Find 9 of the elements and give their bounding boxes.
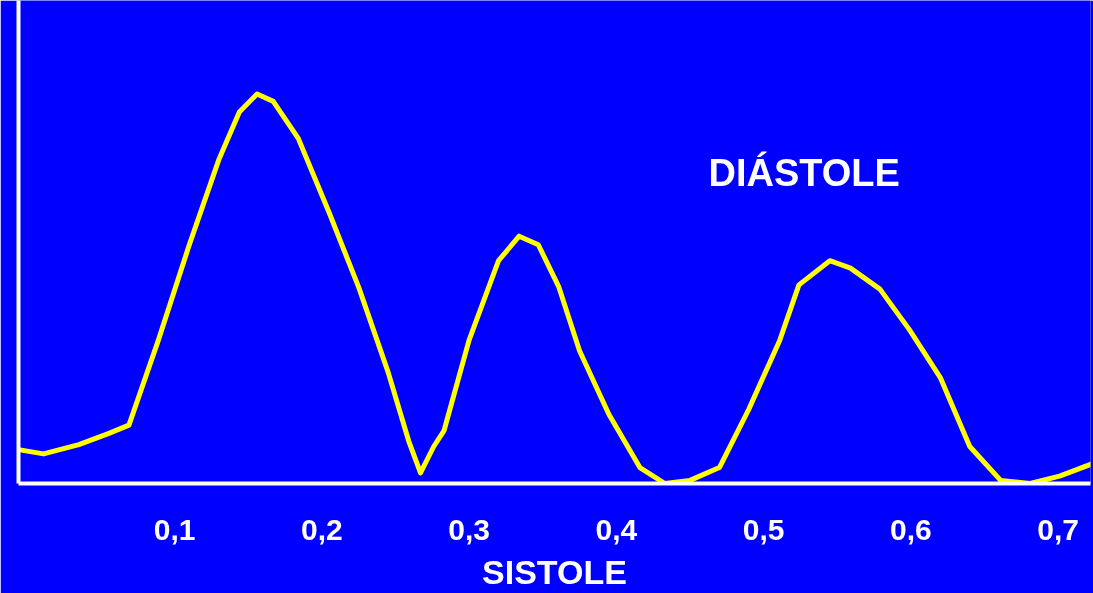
x-tick-label: 0,3 <box>448 512 490 546</box>
annotation: DIÁSTOLE <box>708 150 900 194</box>
x-tick-label: 0,4 <box>595 512 638 546</box>
x-tick-label: 0,7 <box>1037 512 1079 546</box>
x-tick-label: 0,2 <box>300 512 343 546</box>
x-axis-title: SISTOLE <box>482 552 627 591</box>
x-tick-label: 0,6 <box>890 512 932 546</box>
x-tick-label: 0,5 <box>742 512 785 546</box>
x-tick-label: 0,1 <box>153 512 196 546</box>
